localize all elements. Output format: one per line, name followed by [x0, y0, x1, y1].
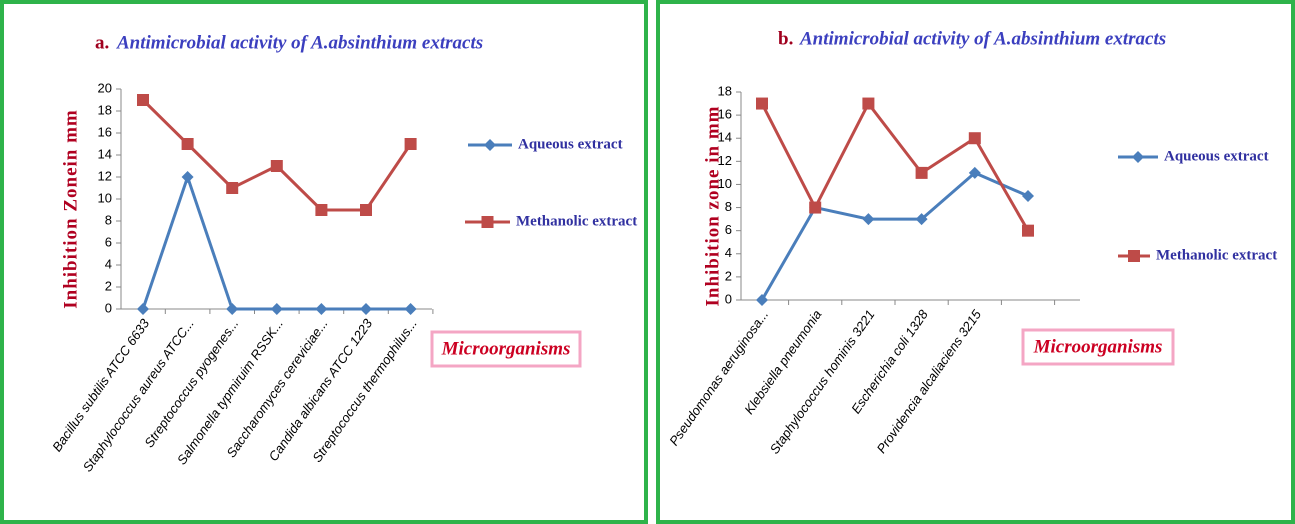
- legend-marker: [1132, 151, 1144, 163]
- data-point: [756, 294, 768, 306]
- y-tick-label: 14: [98, 146, 112, 161]
- data-point: [181, 138, 194, 150]
- y-tick-label: 6: [105, 234, 112, 249]
- legend-label: Aqueous extract: [1164, 148, 1269, 164]
- data-point: [1022, 224, 1034, 237]
- y-tick-label: 16: [718, 107, 732, 122]
- series-line: [760, 171, 1029, 301]
- data-point: [915, 213, 928, 226]
- y-tick-label: 8: [105, 212, 112, 227]
- data-point: [862, 97, 875, 110]
- y-tick-label: 10: [98, 190, 112, 205]
- y-tick-label: 4: [725, 245, 732, 260]
- y-tick-label: 12: [718, 153, 732, 168]
- y-tick-label: 18: [718, 83, 732, 98]
- data-point: [404, 303, 417, 315]
- y-tick-label: 6: [725, 222, 732, 237]
- panel-label: b.: [778, 28, 793, 49]
- data-point: [1022, 190, 1034, 202]
- y-tick-label: 12: [98, 168, 112, 183]
- y-tick-label: 10: [718, 176, 732, 191]
- legend-marker: [484, 139, 496, 151]
- y-tick-label: 2: [725, 268, 732, 283]
- y-axis-label: Inhibition zone in mm: [702, 105, 723, 306]
- annotation: Microorganisms: [441, 338, 571, 359]
- chart-title: Antimicrobial activity of A.absinthium e…: [799, 28, 1166, 49]
- y-tick-label: 14: [718, 130, 732, 145]
- data-point: [137, 94, 149, 106]
- y-tick-label: 4: [105, 256, 112, 271]
- data-point: [360, 303, 372, 315]
- legend-label: Aqueous extract: [518, 136, 623, 152]
- data-point: [315, 303, 328, 315]
- data-point: [404, 138, 417, 150]
- data-point: [315, 204, 328, 216]
- data-point: [181, 171, 194, 183]
- annotation-box: [430, 330, 582, 368]
- x-tick-label: Staphylococcus hominis 3221: [767, 307, 878, 456]
- data-point: [226, 182, 239, 194]
- legend-marker: [1128, 250, 1140, 262]
- y-tick-label: 0: [725, 291, 732, 306]
- legend-label: Methanolic extract: [516, 213, 637, 229]
- y-axis-label: Inhibition Zonein mm: [60, 109, 81, 309]
- data-point: [968, 166, 981, 179]
- data-point: [968, 132, 981, 145]
- y-tick-label: 18: [98, 102, 112, 117]
- y-tick-label: 8: [725, 199, 732, 214]
- panel-label: a.: [95, 32, 109, 53]
- chart-title: Antimicrobial activity of A.absinthium e…: [116, 32, 483, 53]
- legend-marker: [481, 216, 494, 228]
- legend-label: Methanolic extract: [1156, 247, 1277, 263]
- annotation: Microorganisms: [1033, 336, 1163, 357]
- data-point: [809, 201, 822, 214]
- y-tick-label: 16: [98, 124, 112, 139]
- y-tick-label: 2: [105, 278, 112, 293]
- data-point: [270, 160, 283, 172]
- panel-border: [656, 0, 1295, 524]
- data-point: [756, 97, 768, 110]
- data-point: [270, 303, 283, 315]
- data-point: [915, 166, 928, 179]
- panel-border: [0, 0, 648, 524]
- series-line: [141, 172, 411, 311]
- series-line: [760, 100, 1030, 232]
- data-point: [862, 213, 875, 226]
- data-point: [226, 303, 239, 315]
- annotation-box: [1021, 328, 1175, 366]
- y-tick-label: 20: [98, 80, 112, 95]
- y-tick-label: 0: [105, 300, 112, 315]
- data-point: [360, 204, 372, 216]
- x-tick-label: Pseudomonas aeruginosa...: [666, 307, 771, 448]
- data-point: [137, 303, 149, 315]
- x-tick-label: Providencia alcaliaciens 3215: [874, 306, 985, 456]
